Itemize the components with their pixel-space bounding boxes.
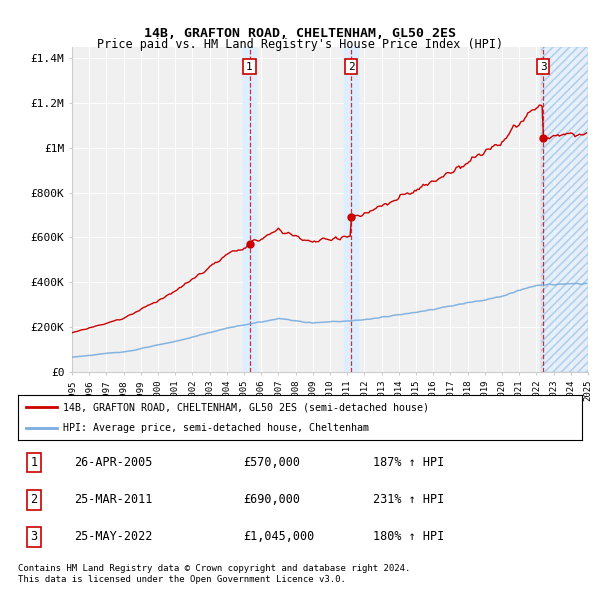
- Text: HPI: Average price, semi-detached house, Cheltenham: HPI: Average price, semi-detached house,…: [63, 422, 369, 432]
- Text: Price paid vs. HM Land Registry's House Price Index (HPI): Price paid vs. HM Land Registry's House …: [97, 38, 503, 51]
- Text: 25-MAR-2011: 25-MAR-2011: [74, 493, 153, 506]
- Text: 3: 3: [540, 62, 547, 71]
- Text: 187% ↑ HPI: 187% ↑ HPI: [373, 456, 445, 469]
- Text: 1: 1: [30, 456, 37, 469]
- Text: 3: 3: [30, 530, 37, 543]
- Text: Contains HM Land Registry data © Crown copyright and database right 2024.: Contains HM Land Registry data © Crown c…: [18, 565, 410, 573]
- Bar: [541, 47, 588, 372]
- Text: 14B, GRAFTON ROAD, CHELTENHAM, GL50 2ES (semi-detached house): 14B, GRAFTON ROAD, CHELTENHAM, GL50 2ES …: [63, 402, 429, 412]
- Text: 2: 2: [30, 493, 37, 506]
- Text: 231% ↑ HPI: 231% ↑ HPI: [373, 493, 445, 506]
- Bar: [344, 47, 358, 372]
- Text: 25-MAY-2022: 25-MAY-2022: [74, 530, 153, 543]
- Text: 2: 2: [348, 62, 355, 71]
- Text: £690,000: £690,000: [244, 493, 301, 506]
- Text: 14B, GRAFTON ROAD, CHELTENHAM, GL50 2ES: 14B, GRAFTON ROAD, CHELTENHAM, GL50 2ES: [144, 27, 456, 40]
- Text: 1: 1: [246, 62, 253, 71]
- Text: £1,045,000: £1,045,000: [244, 530, 315, 543]
- Text: This data is licensed under the Open Government Licence v3.0.: This data is licensed under the Open Gov…: [18, 575, 346, 584]
- Text: 26-APR-2005: 26-APR-2005: [74, 456, 153, 469]
- Text: 180% ↑ HPI: 180% ↑ HPI: [373, 530, 445, 543]
- Bar: [242, 47, 256, 372]
- Text: £570,000: £570,000: [244, 456, 301, 469]
- Bar: [541, 47, 588, 372]
